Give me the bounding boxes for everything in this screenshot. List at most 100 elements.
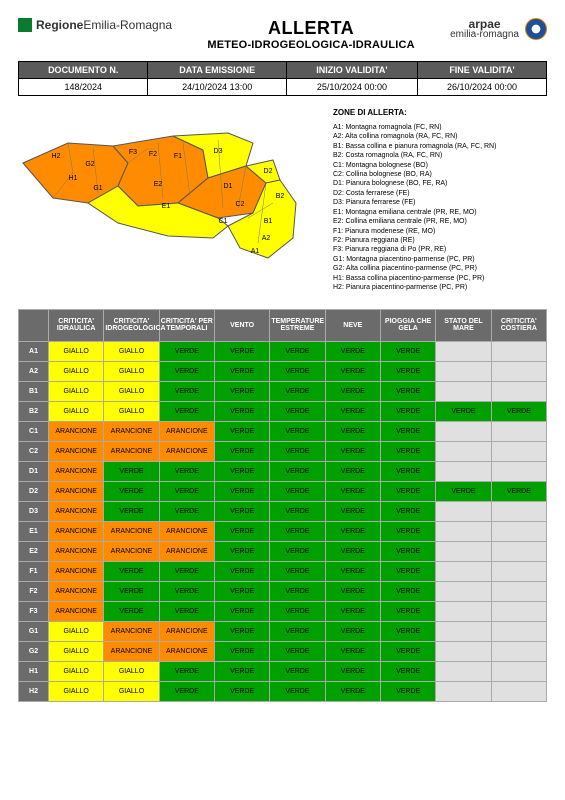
matrix-cell: ARANCIONE xyxy=(159,541,214,561)
matrix-cell: VERDE xyxy=(214,461,269,481)
matrix-cell: VERDE xyxy=(270,601,325,621)
matrix-row: F1ARANCIONEVERDEVERDEVERDEVERDEVERDEVERD… xyxy=(19,561,547,581)
zone-legend-item: E1: Montagna emiliana centrale (PR, RE, … xyxy=(333,208,547,217)
matrix-cell: VERDE xyxy=(104,561,159,581)
matrix-cell xyxy=(491,541,546,561)
matrix-zone: D2 xyxy=(19,481,49,501)
matrix-cell xyxy=(491,641,546,661)
matrix-cell: VERDE xyxy=(380,461,435,481)
matrix-row: D1ARANCIONEVERDEVERDEVERDEVERDEVERDEVERD… xyxy=(19,461,547,481)
matrix-cell: VERDE xyxy=(380,621,435,641)
matrix-cell: GIALLO xyxy=(49,621,104,641)
matrix-cell: VERDE xyxy=(214,561,269,581)
matrix-cell: VERDE xyxy=(380,401,435,421)
matrix-zone: E1 xyxy=(19,521,49,541)
matrix-cell: VERDE xyxy=(380,601,435,621)
zone-legend-item: F2: Pianura reggiana (RE) xyxy=(333,236,547,245)
matrix-cell: ARANCIONE xyxy=(159,621,214,641)
matrix-cell: ARANCIONE xyxy=(104,441,159,461)
svg-text:E1: E1 xyxy=(162,203,171,210)
matrix-cell: VERDE xyxy=(214,681,269,701)
matrix-cell xyxy=(491,581,546,601)
matrix-cell: VERDE xyxy=(270,381,325,401)
matrix-cell: VERDE xyxy=(159,581,214,601)
matrix-col: VENTO xyxy=(214,309,269,341)
matrix-cell: VERDE xyxy=(325,381,380,401)
document-title: ALLERTA METEO-IDROGEOLOGICA-IDRAULICA xyxy=(172,18,450,51)
svg-text:D1: D1 xyxy=(224,183,233,190)
matrix-zone: F2 xyxy=(19,581,49,601)
map-and-zones: H2 H1 G2 G1 F3 F2 F1 E2 E1 D3 D1 D2 C2 C… xyxy=(18,108,547,293)
matrix-cell xyxy=(436,621,491,641)
matrix-cell: GIALLO xyxy=(49,341,104,361)
matrix-cell: VERDE xyxy=(380,501,435,521)
matrix-row: A1GIALLOGIALLOVERDEVERDEVERDEVERDEVERDE xyxy=(19,341,547,361)
meta-val: 25/10/2024 00:00 xyxy=(286,79,417,96)
weather-alert-page: RegioneEmilia-Romagna ALLERTA METEO-IDRO… xyxy=(0,0,565,712)
matrix-col: STATO DEL MARE xyxy=(436,309,491,341)
zone-legend-item: H2: Pianura piacentino-parmense (PC, PR) xyxy=(333,283,547,292)
matrix-cell: VERDE xyxy=(270,641,325,661)
matrix-cell xyxy=(491,661,546,681)
matrix-cell: GIALLO xyxy=(49,361,104,381)
civil-protection-icon xyxy=(525,18,547,40)
meta-col: FINE VALIDITA' xyxy=(417,62,546,79)
zone-legend-item: C1: Montagna bolognese (BO) xyxy=(333,161,547,170)
matrix-cell xyxy=(491,441,546,461)
matrix-cell: VERDE xyxy=(325,661,380,681)
matrix-row: C1ARANCIONEARANCIONEARANCIONEVERDEVERDEV… xyxy=(19,421,547,441)
matrix-row: H2GIALLOGIALLOVERDEVERDEVERDEVERDEVERDE xyxy=(19,681,547,701)
matrix-col: CRITICITA' IDRAULICA xyxy=(49,309,104,341)
title-line2: METEO-IDROGEOLOGICA-IDRAULICA xyxy=(172,39,450,51)
svg-text:F3: F3 xyxy=(129,149,137,156)
matrix-cell: VERDE xyxy=(380,641,435,661)
matrix-cell: VERDE xyxy=(214,661,269,681)
matrix-cell xyxy=(436,521,491,541)
matrix-cell: ARANCIONE xyxy=(49,461,104,481)
matrix-cell: VERDE xyxy=(270,361,325,381)
matrix-cell: VERDE xyxy=(214,521,269,541)
matrix-col: CRITICITA' COSTIERA xyxy=(491,309,546,341)
matrix-cell: VERDE xyxy=(270,481,325,501)
matrix-cell: VERDE xyxy=(214,401,269,421)
matrix-cell: ARANCIONE xyxy=(159,421,214,441)
matrix-cell: VERDE xyxy=(104,501,159,521)
matrix-cell xyxy=(491,341,546,361)
matrix-cell: ARANCIONE xyxy=(49,541,104,561)
matrix-cell xyxy=(436,641,491,661)
matrix-cell: VERDE xyxy=(380,361,435,381)
matrix-cell: VERDE xyxy=(159,601,214,621)
matrix-cell: ARANCIONE xyxy=(49,601,104,621)
matrix-cell: ARANCIONE xyxy=(104,521,159,541)
matrix-cell: VERDE xyxy=(270,621,325,641)
matrix-cell xyxy=(491,621,546,641)
matrix-cell xyxy=(436,501,491,521)
matrix-cell: VERDE xyxy=(159,401,214,421)
matrix-row: A2GIALLOGIALLOVERDEVERDEVERDEVERDEVERDE xyxy=(19,361,547,381)
matrix-cell: VERDE xyxy=(214,501,269,521)
matrix-cell: GIALLO xyxy=(49,641,104,661)
criticity-matrix: CRITICITA' IDRAULICACRITICITA' IDROGEOLO… xyxy=(18,309,547,702)
region-name: RegioneEmilia-Romagna xyxy=(36,18,172,32)
matrix-zone: H2 xyxy=(19,681,49,701)
meta-val: 26/10/2024 00:00 xyxy=(417,79,546,96)
matrix-cell xyxy=(491,381,546,401)
svg-text:B1: B1 xyxy=(264,218,273,225)
matrix-cell xyxy=(436,561,491,581)
matrix-cell: VERDE xyxy=(325,421,380,441)
header: RegioneEmilia-Romagna ALLERTA METEO-IDRO… xyxy=(18,18,547,51)
matrix-cell xyxy=(491,501,546,521)
matrix-cell: VERDE xyxy=(325,601,380,621)
matrix-row: B2GIALLOGIALLOVERDEVERDEVERDEVERDEVERDEV… xyxy=(19,401,547,421)
matrix-cell xyxy=(491,461,546,481)
zone-legend-item: B2: Costa romagnola (RA, FC, RN) xyxy=(333,151,547,160)
matrix-cell xyxy=(436,441,491,461)
matrix-col: PIOGGIA CHE GELA xyxy=(380,309,435,341)
matrix-cell: VERDE xyxy=(270,461,325,481)
matrix-cell: VERDE xyxy=(436,481,491,501)
matrix-cell: VERDE xyxy=(380,441,435,461)
alert-map: H2 H1 G2 G1 F3 F2 F1 E2 E1 D3 D1 D2 C2 C… xyxy=(18,108,323,283)
matrix-cell: VERDE xyxy=(214,641,269,661)
matrix-zone: F3 xyxy=(19,601,49,621)
zone-legend-item: A1: Montagna romagnola (FC, RN) xyxy=(333,123,547,132)
